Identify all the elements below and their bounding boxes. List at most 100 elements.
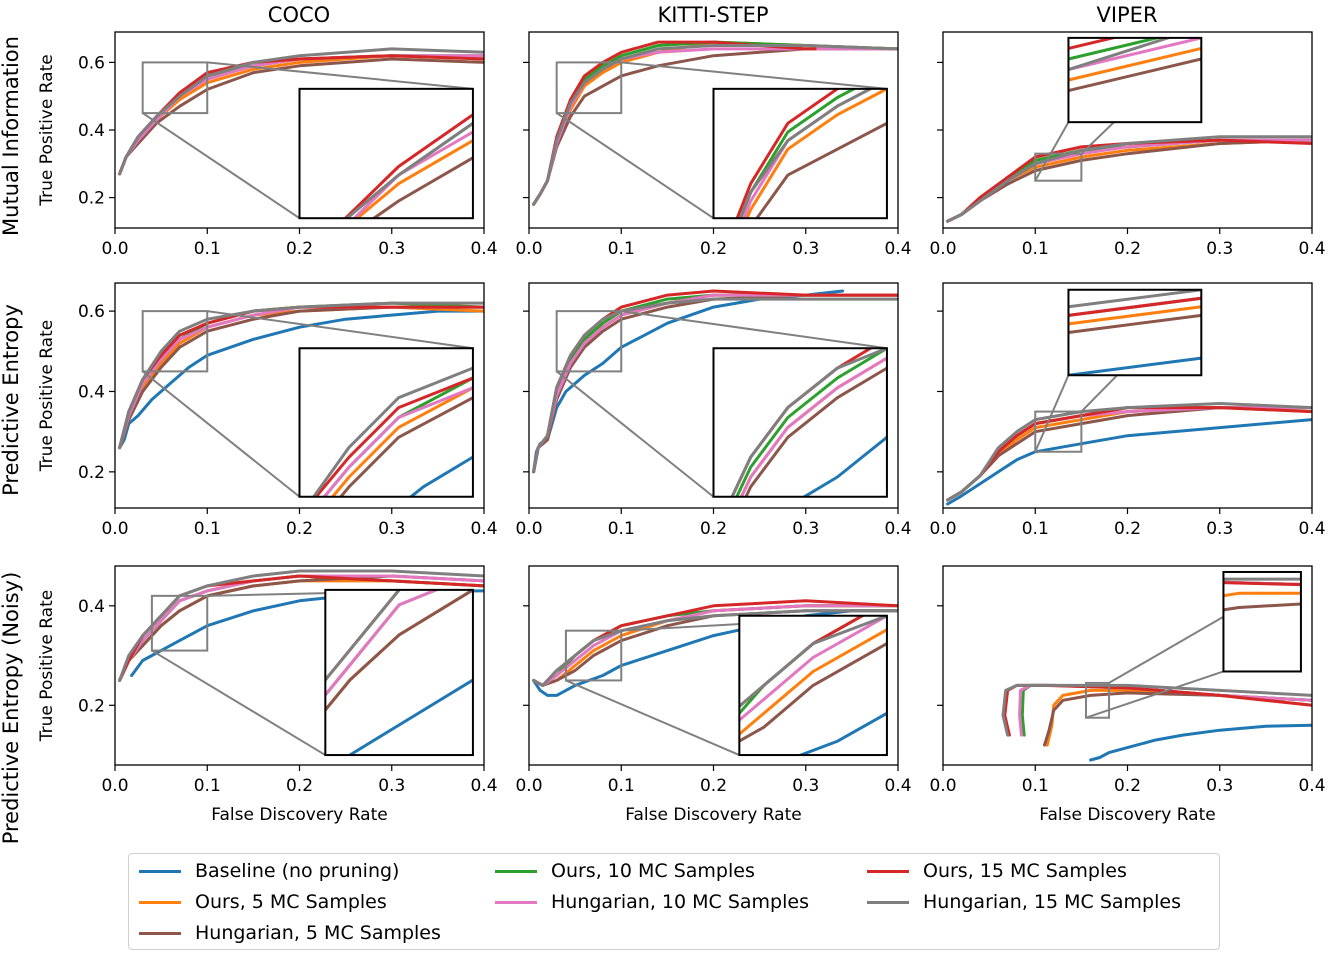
inset-line-ours-10-mc-samples xyxy=(322,376,473,497)
inset-line-ours-15-mc-samples xyxy=(735,88,841,219)
zoom-connector xyxy=(1085,670,1224,719)
x-tick-label: 0.2 xyxy=(286,519,313,539)
column-title-viper: VIPER xyxy=(1096,3,1157,27)
inset-series-group xyxy=(343,113,473,219)
inset-line-ours-10-mc-samples xyxy=(735,348,887,497)
x-tick-label: 0.3 xyxy=(378,239,405,259)
x-tick-label: 0.0 xyxy=(515,776,542,796)
column-title-kitti-step: KITTI-STEP xyxy=(657,3,768,27)
legend-label: Hungarian, 10 MC Samples xyxy=(551,891,809,913)
y-tick-label: 0.6 xyxy=(78,53,105,73)
inset-frame xyxy=(298,347,474,498)
inset-line-hungarian-5-mc-samples xyxy=(338,396,473,497)
x-tick-label: 0.4 xyxy=(1298,519,1325,539)
legend-item-hungarian-10: Hungarian, 10 MC Samples xyxy=(495,888,809,916)
inset-line-hungarian-10-mc-samples xyxy=(739,356,887,497)
y-axis-label: True Positive Rate xyxy=(37,590,57,742)
inset-line-hungarian-10-mc-samples xyxy=(352,130,473,219)
inset-line-ours-5-mc-samples xyxy=(330,386,473,497)
zoom-region xyxy=(564,629,623,682)
y-tick-label: 0.2 xyxy=(78,463,105,483)
series-line-hungarian-15-mc-samples xyxy=(1001,683,1312,737)
legend-swatch xyxy=(867,900,909,904)
legend-item-ours-15: Ours, 15 MC Samples xyxy=(867,857,1127,885)
column-title-coco: COCO xyxy=(268,3,330,27)
zoom-region xyxy=(555,310,623,373)
x-tick-label: 0.0 xyxy=(101,776,128,796)
y-axis-label: True Positive Rate xyxy=(37,54,57,206)
series-line-hungarian-15-mc-samples xyxy=(532,44,898,206)
x-tick-label: 0.1 xyxy=(1022,239,1049,259)
inset-line-hungarian-10-mc-samples xyxy=(322,386,473,497)
row-title-mutual-information: Mutual Information xyxy=(0,36,23,236)
inset-background xyxy=(1223,571,1301,672)
y-tick-label: 0.4 xyxy=(78,597,105,617)
inset-series-group xyxy=(311,366,473,497)
x-tick-label: 0.2 xyxy=(1114,519,1141,539)
series-line-hungarian-15-mc-samples xyxy=(118,47,484,176)
legend-label: Baseline (no pruning) xyxy=(195,860,400,882)
x-tick-label: 0.1 xyxy=(608,519,635,539)
series-group xyxy=(532,289,898,474)
inset-line-hungarian-10-mc-samples xyxy=(739,615,887,723)
inset-line-hungarian-5-mc-samples xyxy=(744,366,887,497)
series-line-hungarian-15-mc-samples xyxy=(532,297,898,474)
zoom-connector xyxy=(142,112,301,220)
inset-frame xyxy=(738,614,888,757)
inset-frame xyxy=(298,87,474,220)
x-tick-label: 0.2 xyxy=(1114,239,1141,259)
inset-line-hungarian-15-mc-samples xyxy=(311,366,473,497)
inset-line-hungarian-15-mc-samples xyxy=(344,121,473,219)
x-tick-label: 0.4 xyxy=(884,519,911,539)
legend-item-ours-10: Ours, 10 MC Samples xyxy=(495,857,755,885)
panel-r1c1: 0.0 0.1 0.2 0.3 0.4 xyxy=(515,282,912,539)
x-tick-label: 0.4 xyxy=(884,776,911,796)
legend-swatch xyxy=(495,869,537,873)
inset-line-ours-10-mc-samples xyxy=(738,88,858,219)
zoom-region xyxy=(555,61,623,115)
series-group xyxy=(1001,683,1312,762)
inset-background xyxy=(1068,289,1202,376)
x-tick-label: 0.4 xyxy=(1298,239,1325,259)
x-tick-label: 0.1 xyxy=(194,519,221,539)
series-group xyxy=(946,402,1312,506)
legend-item-ours-5: Ours, 5 MC Samples xyxy=(139,888,387,916)
series-line-hungarian-5-mc-samples xyxy=(946,406,1312,502)
y-tick-label: 0.4 xyxy=(78,121,105,141)
inset-background xyxy=(713,348,887,497)
x-tick-label: 0.1 xyxy=(608,239,635,259)
zoom-region xyxy=(1034,152,1083,182)
series-group xyxy=(118,301,484,450)
inset-background xyxy=(299,348,473,497)
legend-swatch xyxy=(139,931,181,935)
x-tick-label: 0.4 xyxy=(1298,776,1325,796)
inset-line-ours-15-mc-samples xyxy=(739,615,866,709)
y-tick-label: 0.6 xyxy=(78,302,105,322)
inset-frame xyxy=(1222,570,1302,673)
inset-background xyxy=(1068,37,1202,123)
inset-line-hungarian-5-mc-samples xyxy=(739,642,887,743)
x-tick-label: 0.2 xyxy=(700,776,727,796)
inset-line-baseline-no-pruning xyxy=(801,435,887,497)
inset-frame xyxy=(712,347,888,498)
x-tick-label: 0.4 xyxy=(470,519,497,539)
x-tick-label: 0.0 xyxy=(101,519,128,539)
inset-line-ours-15-mc-samples xyxy=(314,376,473,497)
zoom-connector xyxy=(621,61,888,90)
panel-r2c1: 0.0 0.1 0.2 0.3 0.4 False Discovery Rate xyxy=(515,565,912,825)
legend-item-hungarian-5: Hungarian, 5 MC Samples xyxy=(139,919,441,947)
zoom-connector xyxy=(151,649,326,756)
inset-line-hungarian-15-mc-samples xyxy=(739,615,887,709)
zoom-region xyxy=(141,310,209,373)
x-tick-label: 0.2 xyxy=(286,776,313,796)
inset-line-ours-5-mc-samples xyxy=(354,139,473,219)
series-group xyxy=(118,47,484,176)
inset-line-hungarian-5-mc-samples xyxy=(371,156,473,219)
inset-background xyxy=(299,88,473,219)
legend-swatch xyxy=(867,869,909,873)
y-tick-label: 0.2 xyxy=(78,189,105,209)
x-tick-label: 0.1 xyxy=(1022,776,1049,796)
x-tick-label: 0.3 xyxy=(792,776,819,796)
panel-r0c2: 0.0 0.1 0.2 0.3 0.4 xyxy=(929,31,1326,259)
x-tick-label: 0.0 xyxy=(929,519,956,539)
